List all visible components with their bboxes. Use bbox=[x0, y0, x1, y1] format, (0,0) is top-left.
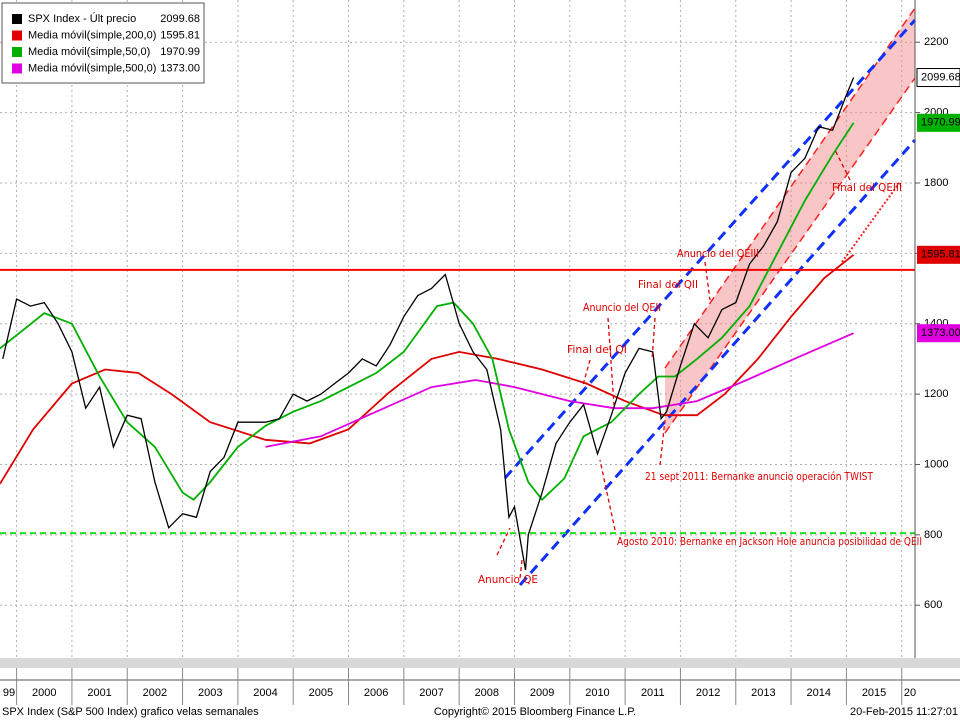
x-tick-label: 99 bbox=[3, 687, 15, 699]
value-box-label: 1970.99 bbox=[921, 117, 960, 129]
annotation: Anuncio del QEII bbox=[583, 301, 661, 314]
legend-label: SPX Index - Últ precio bbox=[28, 12, 136, 25]
annotations: Anuncio QE Final del QI Anuncio del QEII Fi… bbox=[478, 181, 922, 586]
arrow bbox=[582, 359, 591, 386]
x-tick-label: 2008 bbox=[475, 687, 499, 699]
footer-center: Copyright© 2015 Bloomberg Finance L.P. bbox=[434, 706, 636, 718]
x-tick-label: 2003 bbox=[198, 687, 222, 699]
series-line bbox=[0, 122, 855, 502]
y-tick-label: 600 bbox=[924, 599, 942, 611]
annotation: Agosto 2010: Bernanke en Jackson Hole an… bbox=[617, 535, 922, 548]
legend-swatch bbox=[12, 47, 22, 57]
x-tick-label: 2010 bbox=[585, 687, 609, 699]
arrow bbox=[607, 317, 615, 406]
channel-line bbox=[518, 139, 917, 586]
series-line bbox=[265, 332, 854, 448]
value-box bbox=[917, 245, 960, 264]
projection-line bbox=[841, 181, 901, 263]
x-tick-label: 2001 bbox=[87, 687, 111, 699]
x-tick-label: 2006 bbox=[364, 687, 388, 699]
value-box-label: 1373.00 bbox=[921, 327, 960, 339]
separator bbox=[0, 658, 960, 668]
x-tick-label: 2011 bbox=[641, 687, 665, 699]
legend-label: Media móvil(simple,50,0) bbox=[28, 46, 150, 58]
annotation: 21 sept 2011: Bernanke anuncio operación… bbox=[645, 470, 873, 483]
channel-fill bbox=[665, 8, 915, 433]
annotation: Anuncio del QEIII bbox=[677, 247, 759, 260]
x-tick-label: 2013 bbox=[751, 687, 775, 699]
legend-swatch bbox=[12, 63, 22, 74]
x-tick-label: 2015 bbox=[862, 687, 886, 699]
legend-label: Media móvil(simple,500,0) bbox=[28, 62, 156, 74]
arrow bbox=[599, 459, 616, 531]
annotation: Final del QII bbox=[638, 278, 698, 291]
x-tick-label: 2002 bbox=[143, 687, 167, 699]
annotation: Final del QI bbox=[567, 343, 627, 356]
value-box-label: 1595.81 bbox=[921, 249, 960, 261]
legend-swatch bbox=[12, 30, 22, 41]
arrow bbox=[704, 261, 711, 301]
legend-value: 1970.99 bbox=[160, 46, 200, 58]
arrow bbox=[651, 317, 656, 361]
footer-left: SPX Index (S&P 500 Index) grafico velas … bbox=[2, 706, 259, 718]
y-tick-label: 2200 bbox=[924, 36, 948, 48]
x-tick-label: 2014 bbox=[807, 687, 831, 699]
x-tick-label: 2000 bbox=[32, 687, 56, 699]
annotation: Anuncio QE bbox=[478, 573, 538, 586]
x-tick-label: 2012 bbox=[696, 687, 720, 699]
series-line bbox=[0, 254, 855, 485]
y-tick-label: 1200 bbox=[924, 388, 948, 400]
value-box bbox=[916, 68, 960, 88]
x-tick-label: 2004 bbox=[253, 687, 277, 699]
legend-label: Media móvil(simple,200,0) bbox=[28, 29, 156, 41]
value-box-label: 2099.68 bbox=[921, 71, 960, 83]
arrows bbox=[496, 149, 851, 579]
y-tick-label: 1000 bbox=[924, 458, 948, 470]
arrow bbox=[659, 419, 666, 466]
y-tick-label: 800 bbox=[924, 529, 942, 541]
annotation: Final del QEIII bbox=[832, 181, 902, 194]
footer-right: 20-Feb-2015 11:27:01 bbox=[850, 706, 958, 718]
legend-box bbox=[1, 2, 205, 84]
axes: 6008001000120014001600180020002200992000… bbox=[3, 36, 960, 705]
series-layer bbox=[0, 77, 915, 571]
value-box bbox=[917, 113, 960, 132]
legend-swatch bbox=[12, 14, 22, 24]
value-box bbox=[917, 324, 960, 343]
series-line bbox=[2, 77, 855, 571]
arrow bbox=[834, 149, 851, 181]
x-tick-label: 2009 bbox=[530, 687, 554, 699]
legend: SPX Index - Últ precio 2099.68 Media móvil… bbox=[1, 2, 205, 84]
x-tick-label: 20 bbox=[904, 687, 916, 699]
y-tick-label: 1800 bbox=[924, 177, 948, 189]
legend-value: 2099.68 bbox=[160, 13, 200, 25]
arrow bbox=[519, 559, 523, 579]
arrow bbox=[496, 527, 511, 556]
legend-value: 1595.81 bbox=[160, 29, 200, 41]
x-tick-label: 2005 bbox=[309, 687, 333, 699]
x-tick-label: 2007 bbox=[419, 687, 443, 699]
legend-value: 1373.00 bbox=[160, 62, 200, 74]
